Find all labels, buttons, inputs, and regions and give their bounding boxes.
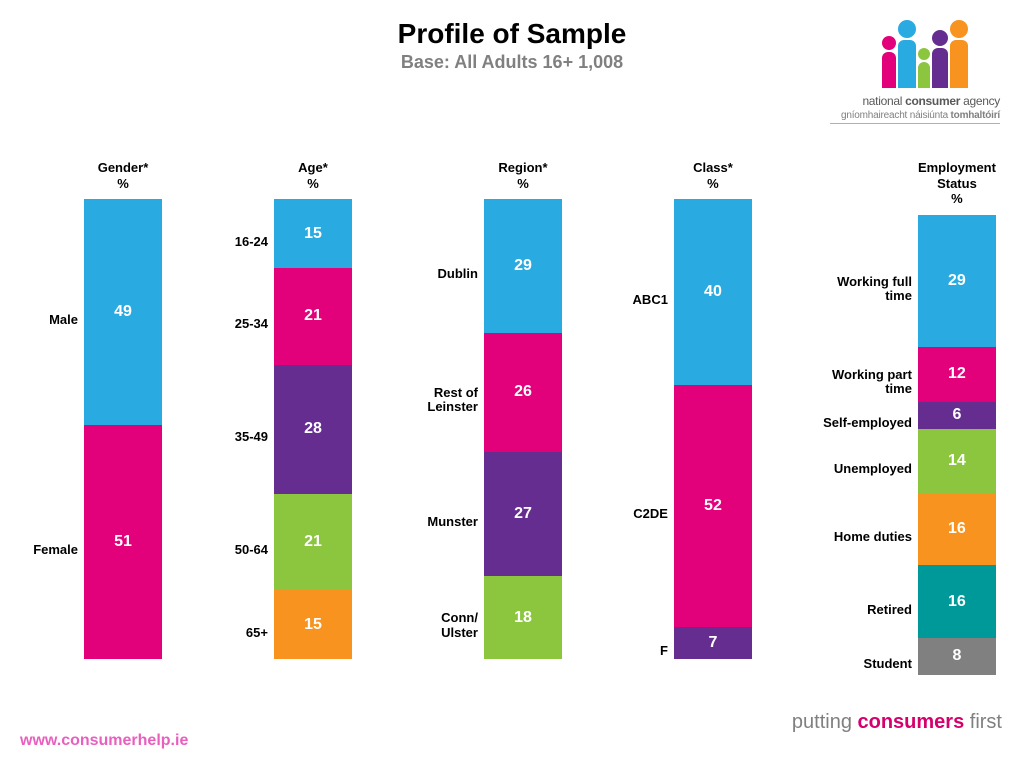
segment-label: Self-employed [823, 410, 912, 437]
bar-segment: 18 [484, 576, 562, 659]
bar-segment: 6 [918, 402, 996, 429]
tagline: putting consumers first [792, 711, 1002, 734]
bar-segment: 16 [918, 493, 996, 566]
bar-segment: 29 [918, 215, 996, 347]
bar-column: Employment Status %291261416168 [918, 160, 996, 675]
logo-people-icon [882, 18, 982, 88]
segment-label: Dublin [438, 207, 478, 340]
chart-column: ABC1C2DEF Class* % 40527 [624, 160, 752, 683]
bar-segment: 51 [84, 425, 162, 660]
column-header: Region* % [498, 160, 547, 191]
bar-column: Region* % 29262718 [484, 160, 562, 659]
footer-url: www.consumerhelp.ie [20, 732, 188, 750]
logo-text-en: national consumer agency [830, 94, 1000, 108]
segment-label: ABC1 [633, 207, 668, 393]
column-header: Employment Status % [918, 160, 996, 207]
segment-label: 65+ [246, 598, 268, 667]
segment-label: 25-34 [235, 276, 268, 373]
segment-label: F [660, 635, 668, 668]
logo-text-ga: gníomhaireacht náisiúnta tomhaltóirí [830, 110, 1000, 121]
segment-label: Retired [867, 573, 912, 646]
bar-segment: 7 [674, 627, 752, 660]
segment-label: C2DE [633, 393, 668, 635]
charts-row: MaleFemale Gender* % 4951 16-2425-3435-4950… [28, 160, 996, 683]
bar-segment: 15 [274, 199, 352, 268]
bar-segment: 40 [674, 199, 752, 385]
bar-segment: 21 [274, 268, 352, 365]
bar-segment: 29 [484, 199, 562, 332]
bar-segment: 26 [484, 333, 562, 453]
stacked-bar: 40527 [674, 199, 752, 659]
column-header: Class* % [693, 160, 733, 191]
bar-column: Gender* % 4951 [84, 160, 162, 659]
stacked-bar: 291261416168 [918, 215, 996, 675]
segment-label: Working part time [832, 355, 912, 410]
bar-column: Class* % 40527 [674, 160, 752, 659]
segment-label: Working full time [837, 223, 912, 355]
stacked-bar: 1521282115 [274, 199, 352, 659]
bar-segment: 28 [274, 365, 352, 494]
tagline-bold: consumers [858, 711, 965, 733]
chart-column: 16-2425-3435-4950-6465+Age* %1521282115 [224, 160, 352, 683]
bar-segment: 52 [674, 385, 752, 627]
logo-divider [830, 123, 1000, 124]
segment-label: Munster [427, 460, 478, 584]
chart-column: DublinRest of LeinsterMunsterConn/ Ulste… [414, 160, 562, 683]
segment-label: 50-64 [235, 502, 268, 599]
segment-label: Unemployed [834, 437, 912, 501]
segment-label: Female [33, 433, 78, 668]
segment-label: 35-49 [235, 373, 268, 502]
segment-label: 16-24 [235, 207, 268, 276]
bar-segment: 14 [918, 429, 996, 493]
labels-column: MaleFemale [28, 160, 84, 667]
segment-label: Male [49, 207, 78, 432]
labels-column: Working full timeWorking part timeSelf-e… [814, 160, 918, 683]
segment-label: Conn/ Ulster [441, 584, 478, 667]
bar-segment: 21 [274, 494, 352, 591]
nca-logo: national consumer agency gníomhaireacht … [830, 18, 1000, 124]
stacked-bar: 29262718 [484, 199, 562, 659]
segment-label: Rest of Leinster [427, 341, 478, 461]
bar-segment: 8 [918, 638, 996, 674]
chart-column: MaleFemale Gender* % 4951 [28, 160, 162, 683]
bar-segment: 12 [918, 347, 996, 402]
chart-column: Working full timeWorking part timeSelf-e… [814, 160, 996, 683]
column-header: Age* % [298, 160, 328, 191]
bar-segment: 27 [484, 452, 562, 576]
labels-column: ABC1C2DEF [624, 160, 674, 667]
segment-label: Home duties [834, 501, 912, 574]
labels-column: 16-2425-3435-4950-6465+ [224, 160, 274, 667]
labels-column: DublinRest of LeinsterMunsterConn/ Ulste… [414, 160, 484, 667]
bar-column: Age* %1521282115 [274, 160, 352, 659]
column-header: Gender* % [98, 160, 149, 191]
segment-label: Student [864, 646, 912, 682]
bar-segment: 15 [274, 590, 352, 659]
stacked-bar: 4951 [84, 199, 162, 659]
bar-segment: 49 [84, 199, 162, 424]
bar-segment: 16 [918, 565, 996, 638]
